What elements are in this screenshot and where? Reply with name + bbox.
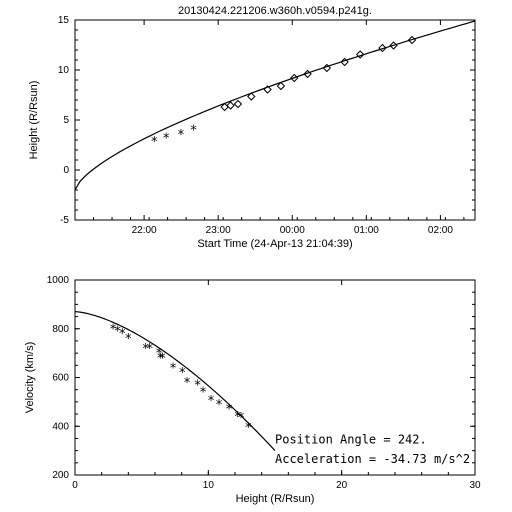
top-ytick: -5: [60, 215, 69, 226]
asterisk-marker: *: [124, 332, 132, 347]
top-xtick: 02:00: [428, 225, 453, 236]
bot-xtick: 20: [336, 480, 348, 491]
asterisk-marker: *: [162, 132, 170, 147]
top-ylabel: Height (R/Rsun): [28, 81, 40, 160]
bot-xtick: 0: [72, 480, 78, 491]
asterisk-marker: *: [190, 124, 198, 139]
asterisk-marker: *: [177, 128, 185, 143]
asterisk-marker: *: [207, 394, 215, 409]
bot-ytick: 600: [52, 373, 69, 384]
top-xtick: 01:00: [354, 225, 379, 236]
asterisk-marker: *: [225, 403, 233, 418]
asterisk-marker: *: [158, 352, 166, 367]
top-xtick: 23:00: [206, 225, 231, 236]
bot-annotation: Position Angle = 242.: [275, 432, 427, 446]
bot-ytick: 1000: [47, 275, 70, 286]
bot-xtick: 30: [469, 480, 481, 491]
bot-ytick: 800: [52, 324, 69, 335]
bot-xtick: 10: [203, 480, 215, 491]
top-ytick: 0: [63, 165, 69, 176]
asterisk-marker: *: [244, 421, 252, 436]
top-ytick: 15: [58, 15, 70, 26]
bot-annotation: Acceleration = -34.73 m/s^2: [275, 452, 470, 466]
diamond-marker: [234, 101, 241, 108]
asterisk-marker: *: [150, 135, 158, 150]
asterisk-marker: *: [146, 342, 154, 357]
top-ytick: 10: [58, 65, 70, 76]
asterisk-marker: *: [169, 361, 177, 376]
bot-xlabel: Height (R/Rsun): [236, 493, 315, 505]
bot-ytick: 200: [52, 470, 69, 481]
asterisk-marker: *: [199, 386, 207, 401]
diamond-marker: [227, 102, 234, 109]
bot-ylabel: Velocity (km/s): [24, 342, 36, 414]
top-title: 20130424.221206.w360h.v0594.p241g.: [178, 5, 372, 17]
top-fit-curve: [75, 21, 475, 190]
top-xtick: 22:00: [132, 225, 157, 236]
top-xtick: 00:00: [280, 225, 305, 236]
asterisk-marker: *: [215, 398, 223, 413]
bot-ytick: 400: [52, 421, 69, 432]
top-ytick: 5: [63, 115, 69, 126]
asterisk-marker: *: [183, 376, 191, 391]
top-xlabel: Start Time (24-Apr-13 21:04:39): [197, 238, 352, 250]
